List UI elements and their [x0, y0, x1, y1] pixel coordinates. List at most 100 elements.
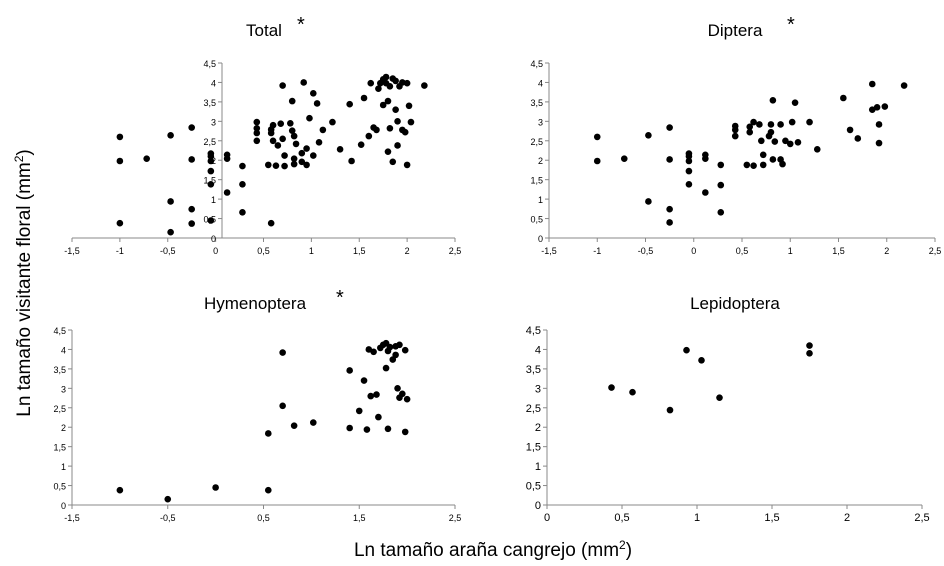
- data-point: [854, 135, 862, 142]
- data-point: [731, 126, 739, 134]
- data-point: [394, 118, 401, 125]
- data-point: [167, 198, 174, 205]
- data-point: [683, 346, 690, 354]
- data-point: [279, 82, 286, 89]
- y-tick-label: 0,5: [526, 481, 541, 493]
- data-point: [685, 181, 693, 188]
- data-point: [267, 129, 275, 137]
- x-tick-label: -1,5: [541, 246, 557, 256]
- data-point: [267, 219, 275, 227]
- data-point: [212, 484, 219, 491]
- data-point: [743, 161, 751, 169]
- data-point: [403, 79, 411, 87]
- data-point: [167, 228, 174, 236]
- data-point: [298, 149, 306, 157]
- data-point: [399, 390, 406, 398]
- data-point: [346, 100, 353, 108]
- data-point: [716, 394, 723, 401]
- y-tick-label: 0: [538, 234, 543, 244]
- data-point: [309, 152, 317, 159]
- plot-area: -1,5 -1 -0,5 0 0,5 1 1,5 2 2,5 0 0,5 1 1,5 2 2,5 3 3,5 4 4…: [530, 59, 941, 256]
- significance-star: *: [336, 287, 344, 309]
- data-point: [806, 350, 813, 357]
- x-tick-label: -0,5: [638, 246, 654, 256]
- data-point: [401, 428, 409, 436]
- data-point: [164, 495, 172, 503]
- y-tick-label: 4,5: [526, 325, 541, 337]
- y-tick-label: 1: [211, 195, 216, 205]
- data-point: [392, 106, 399, 113]
- data-point: [290, 160, 298, 168]
- x-tick-label: 1,5: [353, 246, 366, 256]
- x-tick-label: 0,5: [257, 513, 270, 523]
- data-point: [685, 157, 693, 165]
- data-point: [281, 152, 288, 159]
- y-tick-label: 4: [61, 345, 66, 355]
- y-tick-label: 4: [211, 78, 216, 88]
- data-point: [269, 121, 277, 129]
- y-tick-label: 4: [535, 344, 541, 356]
- data-point: [277, 120, 285, 127]
- data-point: [360, 377, 368, 384]
- x-tick-label: 2,5: [449, 513, 462, 523]
- y-tick-label: 4: [538, 78, 543, 88]
- data-point: [384, 148, 392, 155]
- data-point: [386, 83, 394, 90]
- data-point: [306, 114, 313, 122]
- x-tick-label: -0,5: [160, 513, 176, 523]
- data-point: [717, 209, 725, 216]
- data-point: [620, 155, 628, 162]
- data-point: [900, 82, 908, 89]
- data-point: [685, 167, 693, 175]
- data-point: [264, 161, 272, 169]
- data-point: [207, 217, 215, 224]
- data-point: [367, 79, 375, 87]
- data-point: [292, 140, 300, 148]
- y-tick-label: 2: [538, 156, 543, 166]
- data-point: [758, 137, 765, 145]
- x-tick-label: -1: [116, 246, 124, 256]
- data-point: [287, 119, 294, 127]
- x-tick-label: 0: [544, 512, 550, 524]
- data-point: [357, 141, 365, 148]
- data-point: [264, 486, 272, 494]
- data-point: [846, 126, 854, 134]
- data-point: [791, 99, 799, 106]
- data-point: [207, 167, 215, 175]
- data-point: [407, 118, 415, 126]
- data-point: [401, 346, 409, 354]
- data-point: [767, 128, 775, 136]
- plot-area: 0 0,5 1 1,5 2 2,5 0 0,5 1 1,5 2 2,5 3 3,5 4 4,5: [526, 325, 930, 524]
- y-tick-label: 4,5: [530, 59, 543, 69]
- data-point: [875, 121, 883, 128]
- data-point: [593, 133, 601, 141]
- data-point: [279, 135, 286, 143]
- data-point: [750, 162, 757, 169]
- data-point: [401, 128, 409, 136]
- data-point: [389, 158, 397, 166]
- data-point: [303, 161, 310, 169]
- data-point: [645, 198, 652, 205]
- data-point: [253, 137, 261, 145]
- data-point: [629, 388, 636, 396]
- data-point: [298, 158, 306, 166]
- data-point: [207, 153, 215, 160]
- data-point: [313, 100, 321, 107]
- panel-hymenoptera: Hymenoptera * -1,5 -0,5 0,5 1,5 2,5 0 0,5 1 1,5 2…: [53, 287, 461, 523]
- data-point: [685, 153, 693, 160]
- data-point: [386, 343, 394, 351]
- data-point: [360, 94, 368, 102]
- x-tick-label: 1: [694, 512, 700, 524]
- data-point: [207, 157, 215, 165]
- data-point: [392, 351, 399, 359]
- data-point: [384, 425, 392, 433]
- y-tick-label: 3: [535, 383, 541, 395]
- y-tick-label: 3: [61, 384, 66, 394]
- panel-title: Total: [246, 21, 282, 40]
- data-point: [336, 146, 344, 153]
- data-point: [373, 391, 380, 398]
- data-point: [756, 121, 763, 128]
- x-tick-label: 2,5: [929, 246, 942, 256]
- y-tick-label: 4,5: [203, 59, 216, 69]
